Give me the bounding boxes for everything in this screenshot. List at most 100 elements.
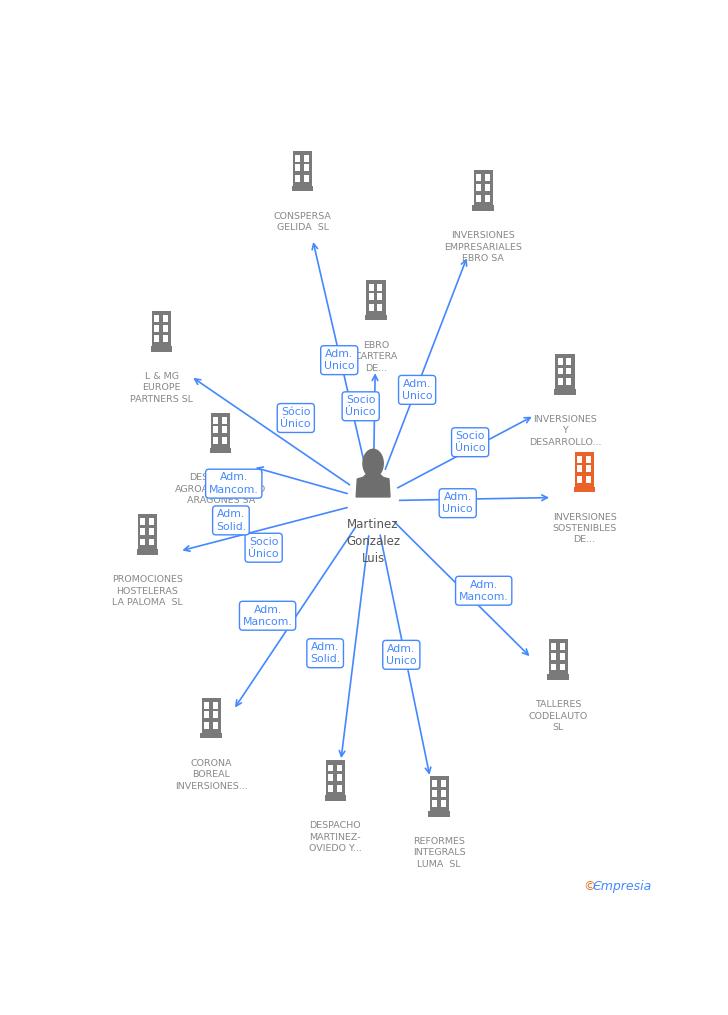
- FancyBboxPatch shape: [204, 723, 209, 729]
- FancyBboxPatch shape: [213, 426, 218, 433]
- FancyBboxPatch shape: [222, 436, 227, 444]
- FancyBboxPatch shape: [293, 150, 312, 188]
- FancyBboxPatch shape: [554, 389, 576, 395]
- Text: INVERSIONES
EMPRESARIALES
EBRO SA: INVERSIONES EMPRESARIALES EBRO SA: [444, 231, 522, 263]
- Text: Adm.
Mancom.: Adm. Mancom.: [242, 605, 293, 627]
- FancyBboxPatch shape: [586, 465, 591, 472]
- Text: Socio
Único: Socio Único: [455, 431, 486, 454]
- FancyBboxPatch shape: [432, 801, 437, 807]
- FancyBboxPatch shape: [222, 426, 227, 433]
- Text: Socio
Único: Socio Único: [345, 395, 376, 417]
- Text: Adm.
Unico: Adm. Unico: [386, 644, 416, 666]
- Text: L & MG
EUROPE
PARTNERS SL: L & MG EUROPE PARTNERS SL: [130, 371, 193, 404]
- Text: PROMOCIONES
HOSTELERAS
LA PALOMA  SL: PROMOCIONES HOSTELERAS LA PALOMA SL: [112, 576, 183, 607]
- FancyBboxPatch shape: [472, 205, 494, 211]
- FancyBboxPatch shape: [432, 781, 437, 787]
- FancyBboxPatch shape: [547, 674, 569, 680]
- Text: REFORMES
INTEGRALS
LUMA  SL: REFORMES INTEGRALS LUMA SL: [413, 837, 465, 869]
- FancyBboxPatch shape: [213, 702, 218, 708]
- FancyBboxPatch shape: [163, 315, 168, 322]
- Text: Adm.
Unico: Adm. Unico: [402, 379, 432, 401]
- FancyBboxPatch shape: [163, 335, 168, 342]
- FancyBboxPatch shape: [204, 712, 209, 719]
- FancyBboxPatch shape: [151, 346, 173, 351]
- FancyBboxPatch shape: [140, 528, 145, 535]
- Text: Adm.
Solid.: Adm. Solid.: [310, 642, 340, 665]
- FancyBboxPatch shape: [368, 304, 373, 311]
- FancyBboxPatch shape: [476, 195, 480, 202]
- FancyBboxPatch shape: [574, 487, 596, 492]
- FancyBboxPatch shape: [149, 539, 154, 545]
- FancyBboxPatch shape: [304, 176, 309, 182]
- Text: Adm.
Mancom.: Adm. Mancom.: [209, 472, 258, 495]
- FancyBboxPatch shape: [551, 644, 556, 651]
- FancyBboxPatch shape: [204, 702, 209, 708]
- Text: ©: ©: [583, 880, 596, 893]
- FancyBboxPatch shape: [213, 712, 218, 719]
- FancyBboxPatch shape: [138, 515, 157, 552]
- FancyBboxPatch shape: [328, 764, 333, 771]
- FancyBboxPatch shape: [440, 790, 446, 797]
- FancyBboxPatch shape: [558, 358, 563, 365]
- Text: DESARROLLO
AGROALIMENTARIO
ARAGONES SA: DESARROLLO AGROALIMENTARIO ARAGONES SA: [175, 474, 266, 505]
- FancyBboxPatch shape: [337, 785, 342, 792]
- FancyBboxPatch shape: [560, 644, 565, 651]
- Text: Socio
Único: Socio Único: [248, 537, 279, 559]
- FancyBboxPatch shape: [328, 785, 333, 792]
- Polygon shape: [356, 473, 390, 497]
- FancyBboxPatch shape: [328, 774, 333, 781]
- Text: CONSPERSA
GELIDA  SL: CONSPERSA GELIDA SL: [274, 212, 331, 232]
- FancyBboxPatch shape: [296, 155, 300, 161]
- FancyBboxPatch shape: [485, 184, 490, 191]
- FancyBboxPatch shape: [586, 456, 591, 463]
- Circle shape: [363, 450, 383, 477]
- FancyBboxPatch shape: [140, 539, 145, 545]
- Text: DESPACHO
MARTINEZ-
OVIEDO Y...: DESPACHO MARTINEZ- OVIEDO Y...: [309, 821, 362, 854]
- FancyBboxPatch shape: [154, 335, 159, 342]
- Text: Adm.
Mancom.: Adm. Mancom.: [459, 580, 509, 602]
- FancyBboxPatch shape: [551, 653, 556, 660]
- FancyBboxPatch shape: [377, 304, 382, 311]
- FancyBboxPatch shape: [440, 781, 446, 787]
- FancyBboxPatch shape: [154, 325, 159, 332]
- Text: CORONA
BOREAL
INVERSIONES...: CORONA BOREAL INVERSIONES...: [175, 759, 248, 791]
- Text: Adm.
Unico: Adm. Unico: [443, 492, 473, 515]
- FancyBboxPatch shape: [149, 528, 154, 535]
- FancyBboxPatch shape: [566, 379, 571, 385]
- FancyBboxPatch shape: [577, 476, 582, 483]
- FancyBboxPatch shape: [566, 367, 571, 375]
- FancyBboxPatch shape: [213, 436, 218, 444]
- FancyBboxPatch shape: [377, 293, 382, 300]
- FancyBboxPatch shape: [365, 315, 387, 321]
- FancyBboxPatch shape: [296, 164, 300, 172]
- Text: INVERSIONES
SOSTENIBLES
DE...: INVERSIONES SOSTENIBLES DE...: [553, 513, 617, 544]
- FancyBboxPatch shape: [140, 519, 145, 525]
- Text: Sócio
Único: Sócio Único: [280, 407, 311, 429]
- FancyBboxPatch shape: [558, 367, 563, 375]
- FancyBboxPatch shape: [577, 456, 582, 463]
- FancyBboxPatch shape: [558, 379, 563, 385]
- FancyBboxPatch shape: [213, 723, 218, 729]
- FancyBboxPatch shape: [549, 639, 568, 677]
- FancyBboxPatch shape: [377, 284, 382, 290]
- FancyBboxPatch shape: [213, 417, 218, 423]
- FancyBboxPatch shape: [163, 325, 168, 332]
- FancyBboxPatch shape: [476, 184, 480, 191]
- FancyBboxPatch shape: [551, 664, 556, 671]
- FancyBboxPatch shape: [485, 195, 490, 202]
- FancyBboxPatch shape: [440, 801, 446, 807]
- FancyBboxPatch shape: [476, 175, 480, 182]
- Text: Adm.
Solid.: Adm. Solid.: [216, 510, 246, 532]
- FancyBboxPatch shape: [575, 452, 594, 489]
- Text: TALLERES
CODELAUTO
SL: TALLERES CODELAUTO SL: [529, 700, 587, 732]
- Text: EBRO
CARTERA
DE...: EBRO CARTERA DE...: [355, 341, 397, 373]
- FancyBboxPatch shape: [586, 476, 591, 483]
- FancyBboxPatch shape: [368, 293, 373, 300]
- FancyBboxPatch shape: [560, 653, 565, 660]
- FancyBboxPatch shape: [432, 790, 437, 797]
- FancyBboxPatch shape: [222, 417, 227, 423]
- FancyBboxPatch shape: [211, 412, 230, 450]
- FancyBboxPatch shape: [296, 176, 300, 182]
- FancyBboxPatch shape: [368, 284, 373, 290]
- FancyBboxPatch shape: [149, 519, 154, 525]
